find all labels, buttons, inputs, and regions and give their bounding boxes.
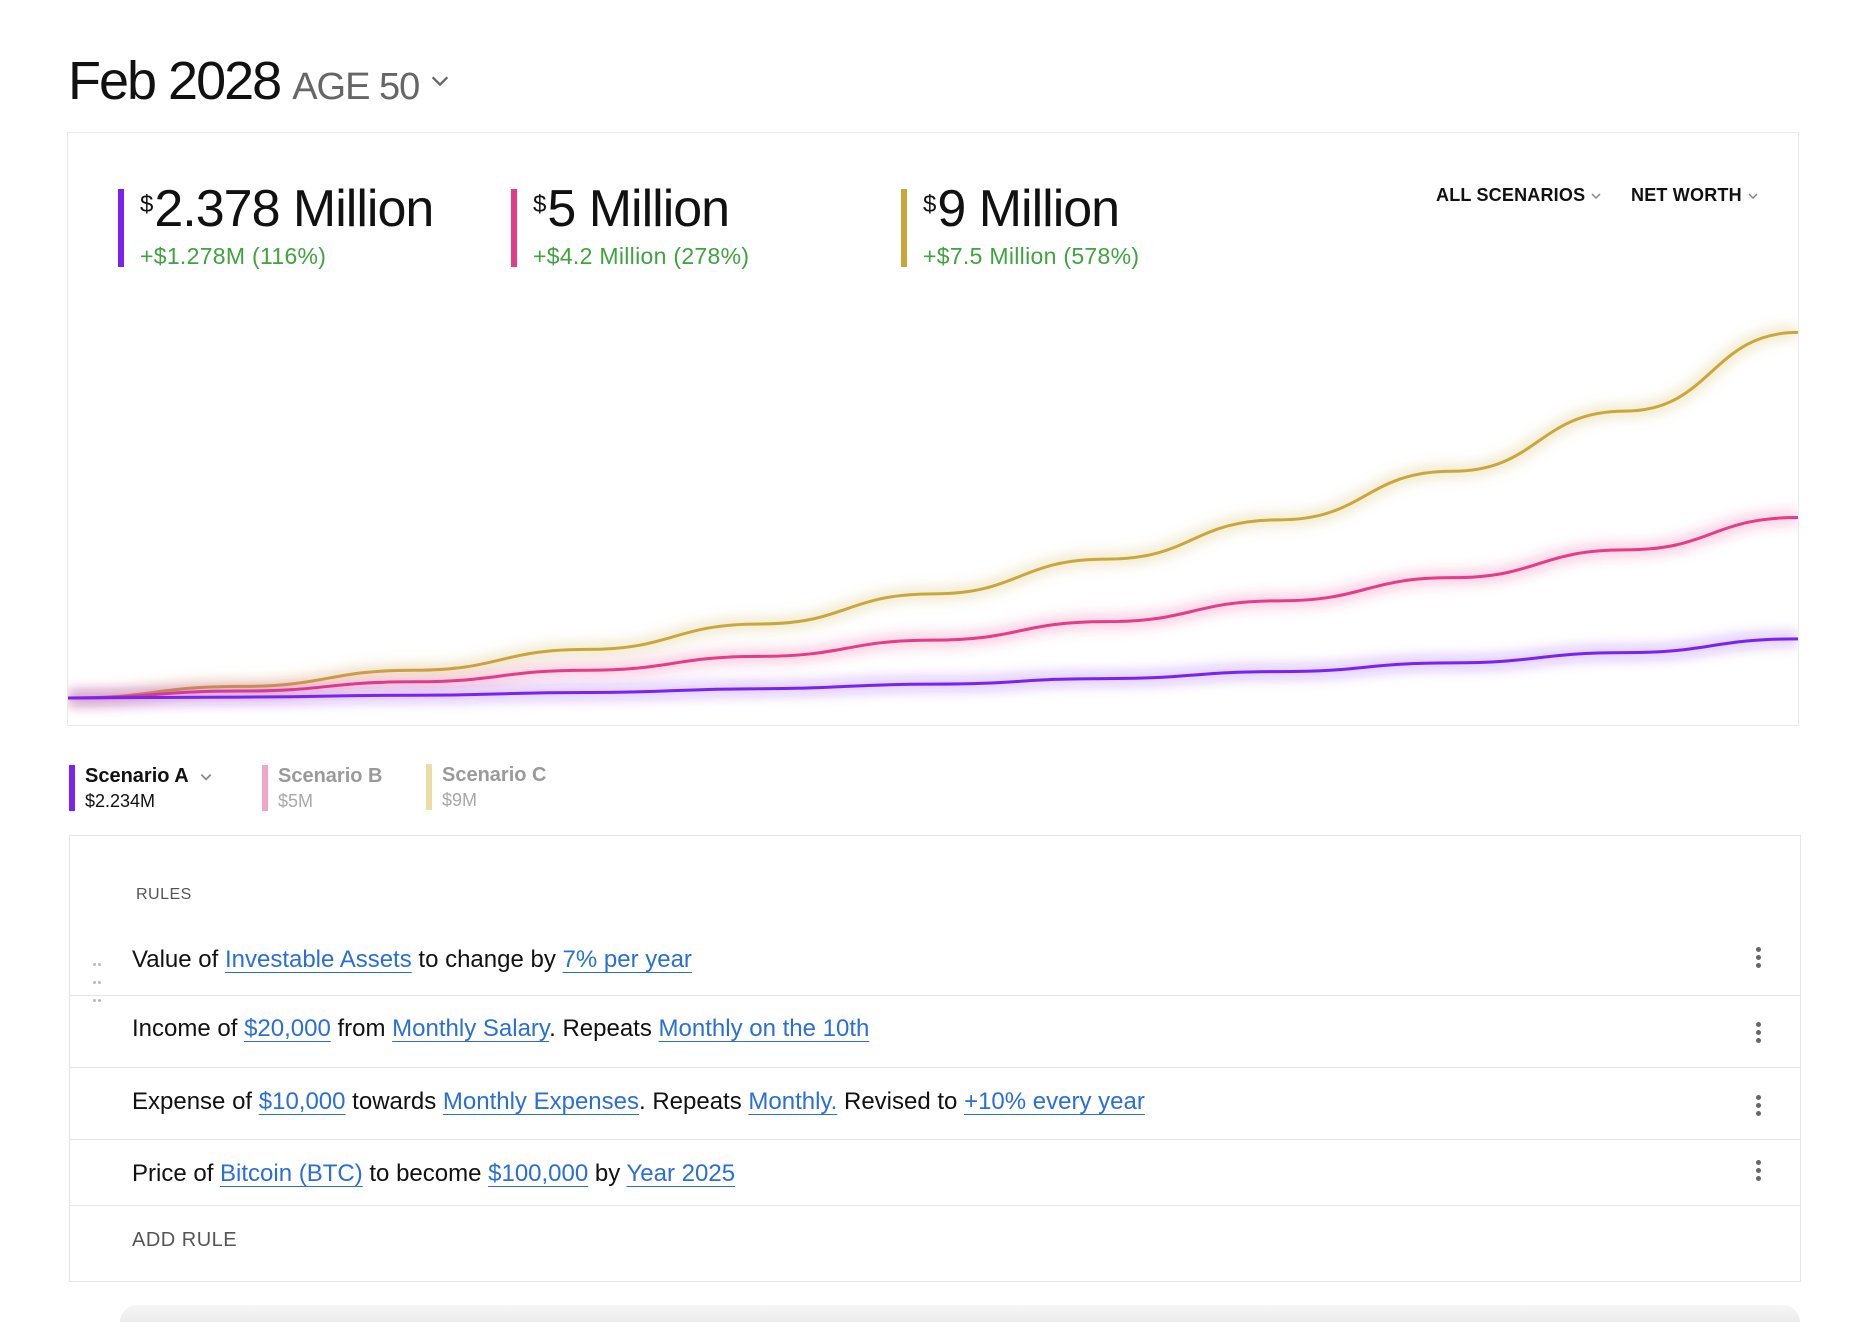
rule-link[interactable]: $100,000 — [488, 1160, 589, 1187]
rule-link[interactable]: Investable Assets — [224, 946, 412, 973]
stat-scenario-c: $9 Million +$7.5 Million (578%) — [901, 179, 1139, 270]
stat-value: $5 Million — [533, 180, 730, 238]
rule-text-segment: by — [588, 1160, 627, 1187]
rule-text-segment: . Repeats — [549, 1015, 659, 1042]
rule-text-segment: . Repeats — [639, 1088, 749, 1115]
rules-card: RULES Value of Investable Assets to chan… — [69, 835, 1801, 1282]
rule-link[interactable]: Monthly on the 10th — [658, 1015, 870, 1042]
rule-link[interactable]: Monthly Expenses — [442, 1088, 639, 1115]
rule-text-segment: from — [330, 1015, 393, 1042]
rule-text-segment: Expense of — [132, 1088, 259, 1115]
rule-link[interactable]: 7% per year — [562, 946, 692, 973]
age-label: AGE 50 — [292, 66, 420, 108]
metric-dropdown[interactable]: NET WORTH — [1631, 185, 1759, 206]
rule-text: Value of Investable Assets to change by … — [132, 946, 692, 974]
page-bottom-edge — [120, 1305, 1800, 1322]
stat-color-bar — [118, 189, 124, 267]
rule-text: Expense of $10,000 towards Monthly Expen… — [132, 1088, 1145, 1116]
rule-text-segment: towards — [345, 1088, 443, 1115]
stat-value: $9 Million — [923, 180, 1120, 238]
chevron-down-icon[interactable] — [429, 70, 451, 92]
stat-value: $2.378 Million — [140, 180, 434, 238]
rules-title: RULES — [136, 886, 192, 903]
date-header[interactable]: Feb 2028 AGE 50 — [68, 50, 451, 112]
more-options-icon[interactable] — [1756, 1019, 1762, 1046]
legend-name: Scenario B — [278, 765, 383, 787]
scenarios-dropdown[interactable]: ALL SCENARIOS — [1436, 185, 1602, 206]
legend-value: $2.234M — [85, 791, 156, 811]
chevron-down-icon — [1748, 192, 1758, 199]
rule-row[interactable]: Expense of $10,000 towards Monthly Expen… — [70, 1067, 1800, 1140]
rule-link[interactable]: Monthly. — [748, 1088, 838, 1115]
drag-handle-icon[interactable] — [92, 954, 104, 1008]
date-label: Feb 2028 — [68, 51, 282, 111]
more-options-icon[interactable] — [1756, 1092, 1762, 1119]
rule-row[interactable]: Income of $20,000 from Monthly Salary. R… — [70, 995, 1800, 1068]
chart-card: $2.378 Million +$1.278M (116%) $5 Millio… — [67, 132, 1799, 726]
add-rule-button[interactable]: ADD RULE — [132, 1229, 238, 1251]
rule-row[interactable]: Value of Investable Assets to change by … — [70, 926, 1800, 1002]
rule-link[interactable]: Bitcoin (BTC) — [220, 1160, 363, 1187]
rule-text-segment: Value of — [132, 946, 225, 973]
rule-link[interactable]: +10% every year — [964, 1088, 1145, 1115]
stat-delta: +$7.5 Million (578%) — [923, 243, 1140, 269]
chevron-down-icon[interactable] — [199, 770, 213, 784]
rule-text-segment: to become — [362, 1160, 489, 1187]
series-glow-scenario-b — [68, 510, 1798, 705]
rule-link[interactable]: $20,000 — [244, 1015, 331, 1042]
series-line-scenario-c — [68, 330, 1798, 700]
legend-scenario-b[interactable]: Scenario B $5M — [262, 765, 382, 812]
stat-scenario-b: $5 Million +$4.2 Million (278%) — [511, 179, 749, 270]
rule-text-segment: to change by — [411, 946, 563, 973]
stat-color-bar — [511, 189, 517, 267]
rule-text-segment: Income of — [132, 1015, 245, 1042]
stat-scenario-a: $2.378 Million +$1.278M (116%) — [118, 179, 434, 270]
stat-delta: +$4.2 Million (278%) — [533, 243, 750, 269]
legend-color-bar — [262, 765, 268, 811]
legend-scenario-a[interactable]: Scenario A $2.234M — [69, 765, 213, 812]
legend-name: Scenario A — [85, 765, 213, 788]
stat-delta: +$1.278M (116%) — [140, 243, 327, 269]
net-worth-chart — [68, 325, 1798, 705]
legend-color-bar — [69, 765, 75, 811]
series-line-scenario-b — [68, 516, 1798, 700]
series-line-scenario-a — [68, 637, 1798, 700]
more-options-icon[interactable] — [1756, 1157, 1762, 1184]
rule-link[interactable]: $10,000 — [258, 1088, 346, 1115]
more-options-icon[interactable] — [1756, 944, 1762, 971]
rule-link[interactable]: Monthly Salary — [392, 1015, 550, 1042]
scenarios-dropdown-label: ALL SCENARIOS — [1436, 185, 1586, 205]
legend-value: $9M — [442, 790, 478, 810]
rule-text: Income of $20,000 from Monthly Salary. R… — [132, 1015, 869, 1043]
chevron-down-icon — [1591, 192, 1601, 199]
legend-value: $5M — [278, 791, 314, 811]
rule-text-segment: Price of — [132, 1160, 221, 1187]
legend-name: Scenario C — [442, 764, 547, 786]
rule-row[interactable]: Price of Bitcoin (BTC) to become $100,00… — [70, 1139, 1800, 1206]
legend-scenario-c[interactable]: Scenario C $9M — [426, 764, 546, 811]
stat-color-bar — [901, 189, 907, 267]
rule-text: Price of Bitcoin (BTC) to become $100,00… — [132, 1160, 735, 1188]
rule-text-segment: Revised to — [837, 1088, 965, 1115]
rule-link[interactable]: Year 2025 — [626, 1160, 736, 1187]
metric-dropdown-label: NET WORTH — [1631, 185, 1742, 205]
legend-color-bar — [426, 764, 432, 810]
